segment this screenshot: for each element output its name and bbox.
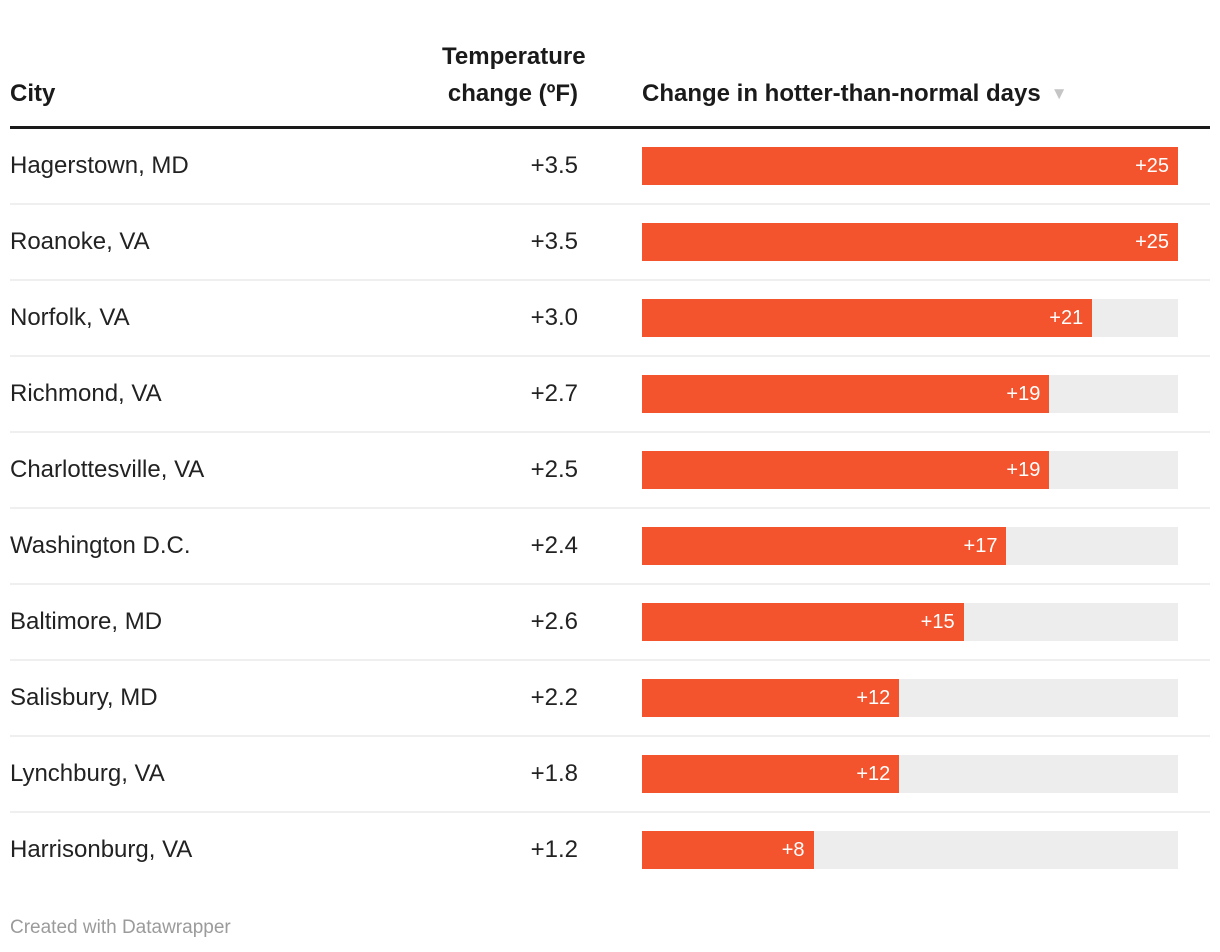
bar-cell: +15 <box>578 603 1210 641</box>
city-cell: Norfolk, VA <box>10 304 130 331</box>
bar-value-label: +17 <box>963 534 998 557</box>
table-row: Salisbury, MD +2.2 +12 <box>10 661 1210 737</box>
city-cell: Salisbury, MD <box>10 684 158 711</box>
city-cell: Lynchburg, VA <box>10 760 165 787</box>
hotter-days-bar: +8 <box>642 831 814 869</box>
column-header-hotter-days-label: Change in hotter-than-normal days <box>642 80 1041 107</box>
bar-track: +8 <box>642 831 1178 869</box>
bar-value-label: +15 <box>920 610 955 633</box>
temperature-change-cell: +2.6 <box>530 608 578 635</box>
temperature-change-cell: +3.0 <box>530 304 578 331</box>
column-header-city: City <box>10 80 56 107</box>
city-cell: Harrisonburg, VA <box>10 836 193 863</box>
city-cell: Richmond, VA <box>10 380 162 407</box>
temperature-change-cell: +1.2 <box>530 836 578 863</box>
bar-track: +19 <box>642 451 1178 489</box>
bar-track: +25 <box>642 223 1178 261</box>
table-row: Charlottesville, VA +2.5 +19 <box>10 433 1210 509</box>
table-row: Hagerstown, MD +3.5 +25 <box>10 129 1210 205</box>
bar-cell: +25 <box>578 147 1210 185</box>
table-row: Washington D.C. +2.4 +17 <box>10 509 1210 585</box>
city-cell: Charlottesville, VA <box>10 456 205 483</box>
city-cell: Washington D.C. <box>10 532 191 559</box>
hotter-days-bar: +25 <box>642 223 1178 261</box>
table-row: Baltimore, MD +2.6 +15 <box>10 585 1210 661</box>
bar-value-label: +8 <box>781 838 805 861</box>
bar-track: +17 <box>642 527 1178 565</box>
bar-value-label: +12 <box>856 686 891 709</box>
temperature-change-cell: +3.5 <box>530 152 578 179</box>
bar-value-label: +19 <box>1006 382 1041 405</box>
bar-cell: +19 <box>578 451 1210 489</box>
bar-value-label: +25 <box>1135 230 1169 253</box>
table-header-row: City Temperature change (ºF) Change in h… <box>10 0 1210 129</box>
bar-cell: +21 <box>578 299 1210 337</box>
hotter-days-bar: +21 <box>642 299 1093 337</box>
city-cell: Hagerstown, MD <box>10 152 189 179</box>
bar-value-label: +19 <box>1006 458 1041 481</box>
bar-track: +12 <box>642 755 1178 793</box>
table-row: Harrisonburg, VA +1.2 +8 <box>10 813 1210 887</box>
hotter-days-bar: +19 <box>642 451 1050 489</box>
hotter-days-bar: +19 <box>642 375 1050 413</box>
bar-cell: +17 <box>578 527 1210 565</box>
hotter-days-bar: +12 <box>642 679 900 717</box>
city-cell: Roanoke, VA <box>10 228 150 255</box>
hotter-days-bar: +25 <box>642 147 1178 185</box>
hotter-days-bar: +15 <box>642 603 964 641</box>
bar-cell: +12 <box>578 679 1210 717</box>
table-row: Roanoke, VA +3.5 +25 <box>10 205 1210 281</box>
temperature-change-cell: +1.8 <box>530 760 578 787</box>
bar-value-label: +21 <box>1049 306 1084 329</box>
temperature-change-cell: +2.4 <box>530 532 578 559</box>
city-cell: Baltimore, MD <box>10 608 163 635</box>
bar-cell: +25 <box>578 223 1210 261</box>
table-row: Richmond, VA +2.7 +19 <box>10 357 1210 433</box>
bar-track: +25 <box>642 147 1178 185</box>
hotter-days-bar: +12 <box>642 755 900 793</box>
table-row: Lynchburg, VA +1.8 +12 <box>10 737 1210 813</box>
hotter-days-bar: +17 <box>642 527 1007 565</box>
table-body: Hagerstown, MD +3.5 +25 Roanoke, VA +3.5… <box>10 129 1210 887</box>
column-header-hotter-days[interactable]: Change in hotter-than-normal days ▼ <box>578 75 1210 112</box>
table-row: Norfolk, VA +3.0 +21 <box>10 281 1210 357</box>
bar-cell: +19 <box>578 375 1210 413</box>
bar-track: +15 <box>642 603 1178 641</box>
bar-track: +21 <box>642 299 1178 337</box>
sort-descending-icon: ▼ <box>1050 84 1068 103</box>
bar-track: +12 <box>642 679 1178 717</box>
temperature-change-cell: +2.5 <box>530 456 578 483</box>
temperature-change-cell: +3.5 <box>530 228 578 255</box>
bar-value-label: +25 <box>1135 154 1169 177</box>
column-header-temperature-change: Temperature change (ºF) <box>442 43 586 107</box>
bar-cell: +8 <box>578 831 1210 869</box>
bar-cell: +12 <box>578 755 1210 793</box>
datawrapper-credit[interactable]: Created with Datawrapper <box>10 917 231 938</box>
temperature-change-cell: +2.7 <box>530 380 578 407</box>
bar-track: +19 <box>642 375 1178 413</box>
temperature-change-cell: +2.2 <box>530 684 578 711</box>
bar-value-label: +12 <box>856 762 891 785</box>
